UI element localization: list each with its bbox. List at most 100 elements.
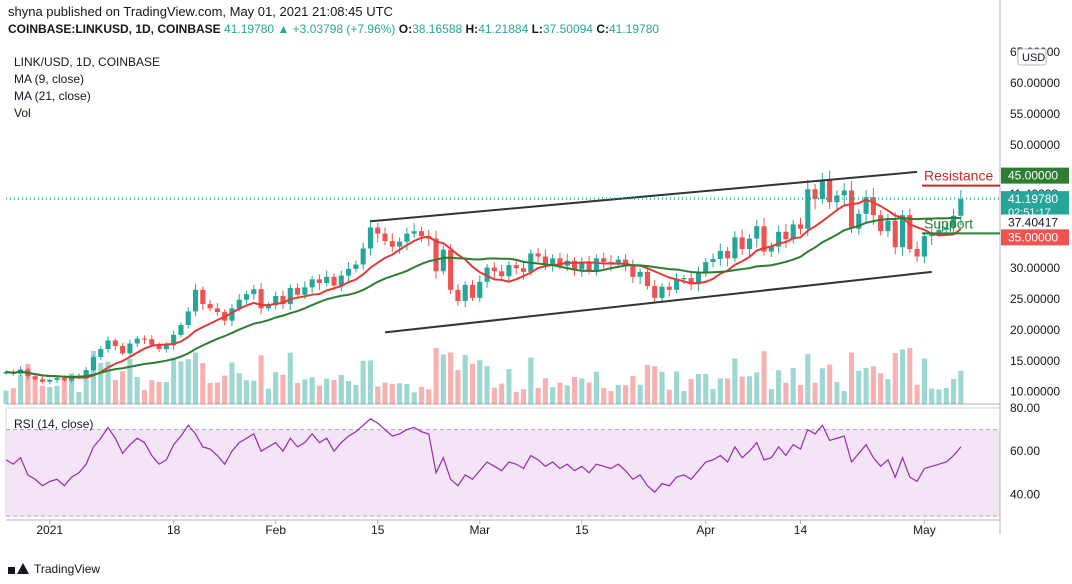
time-tick-label: Apr xyxy=(696,523,715,537)
volume-bar xyxy=(586,382,592,404)
volume-bar xyxy=(280,374,286,404)
volume-bar xyxy=(659,371,665,404)
volume-bar xyxy=(943,387,949,404)
volume-bar xyxy=(608,391,614,404)
price-tick-label: 30.00000 xyxy=(1010,261,1060,275)
candle-body xyxy=(469,284,476,298)
channel-upper-line xyxy=(370,170,918,223)
legend-symbol[interactable]: LINK/USD, 1D, COINBASE xyxy=(14,55,161,69)
volume-bar xyxy=(389,383,395,404)
volume-bar xyxy=(790,368,796,404)
tradingview-logo[interactable]: TradingView xyxy=(8,562,100,576)
candle-body xyxy=(367,227,373,249)
last-price-badge: 41.19780 xyxy=(1008,192,1058,206)
candle-body xyxy=(287,287,293,305)
candle-body xyxy=(112,340,118,346)
candle-body xyxy=(870,197,876,216)
candle-body xyxy=(455,289,461,301)
volume-bar xyxy=(258,355,264,404)
rsi-tick-label: 40.00 xyxy=(1010,487,1040,501)
close-value: 41.19780 xyxy=(609,22,660,36)
candle-body xyxy=(411,231,417,234)
candle-body xyxy=(550,258,556,264)
candle-body xyxy=(499,271,505,277)
candle-body xyxy=(418,231,425,237)
candle-body xyxy=(783,231,789,240)
volume-bar xyxy=(914,384,920,404)
volume-bar xyxy=(768,389,774,404)
candle-body xyxy=(433,238,439,272)
volume-bar xyxy=(346,380,352,404)
candle-body xyxy=(703,262,709,274)
volume-bar xyxy=(644,364,650,404)
rsi-tick-label: 60.00 xyxy=(1010,444,1040,458)
volume-bar xyxy=(484,366,490,404)
support-badge-bg xyxy=(1001,229,1069,246)
candle-body xyxy=(178,324,184,335)
legend-vol[interactable]: Vol xyxy=(14,106,31,120)
volume-bar xyxy=(397,383,403,404)
candle-body xyxy=(885,220,891,232)
candle-body xyxy=(69,376,75,381)
time-tick-label: May xyxy=(913,523,936,537)
volume-bar xyxy=(863,367,869,404)
volume-bar xyxy=(171,357,177,404)
candle-body xyxy=(61,378,67,381)
volume-bar xyxy=(251,380,257,404)
volume-bar xyxy=(885,379,891,404)
candle-body xyxy=(674,279,680,290)
volume-bar xyxy=(149,380,155,404)
legend-ma21[interactable]: MA (21, close) xyxy=(14,89,91,103)
volume-bars xyxy=(3,348,964,404)
candle-body xyxy=(404,233,410,242)
candle-body xyxy=(542,256,548,264)
volume-bar xyxy=(448,352,454,404)
volume-bar xyxy=(229,362,235,404)
rsi-legend: RSI (14, close) xyxy=(14,417,93,431)
up-triangle-icon: ▲ xyxy=(277,22,290,36)
volume-bar xyxy=(797,385,804,404)
candle-body xyxy=(346,268,352,276)
volume-bar xyxy=(120,371,126,404)
resistance-badge: 45.00000 xyxy=(1008,169,1058,183)
volume-bar xyxy=(324,378,330,404)
volume-bar xyxy=(273,372,279,404)
volume-bar xyxy=(746,376,753,404)
volume-bar xyxy=(3,390,9,404)
volume-bar xyxy=(367,360,373,404)
volume-bar xyxy=(754,372,760,404)
volume-bar xyxy=(761,351,767,404)
candle-body xyxy=(746,238,753,250)
volume-bar xyxy=(732,358,738,404)
volume-bar xyxy=(695,373,701,404)
volume-bar xyxy=(134,377,140,404)
candle-body xyxy=(258,289,264,309)
currency-badge xyxy=(1017,48,1047,66)
candle-body xyxy=(943,227,949,230)
volume-bar xyxy=(477,360,483,404)
volume-bar xyxy=(520,389,527,404)
volume-bar xyxy=(652,366,658,404)
channel-lower-line xyxy=(384,270,932,334)
volume-bar xyxy=(375,386,381,404)
candle-body xyxy=(848,190,855,229)
legend-ma9[interactable]: MA (9, close) xyxy=(14,72,85,86)
volume-bar xyxy=(710,389,716,404)
volume-bar xyxy=(61,381,67,404)
candle-body xyxy=(149,339,155,345)
candle-body xyxy=(899,215,906,248)
volume-bar xyxy=(907,348,913,404)
currency-label: USD xyxy=(1022,52,1045,64)
volume-bar xyxy=(426,389,432,404)
candle-body xyxy=(491,267,497,272)
candle-body xyxy=(768,246,774,252)
time-tick-label: Feb xyxy=(265,523,286,537)
volume-bar xyxy=(440,354,446,404)
candle-body xyxy=(200,289,206,305)
volume-bar xyxy=(666,389,672,404)
volume-bar xyxy=(32,377,38,404)
price-change: +3.03798 (+7.96%) xyxy=(292,22,396,36)
volume-bar xyxy=(834,382,840,404)
publish-info: shyna published on TradingView.com, May … xyxy=(8,4,393,19)
